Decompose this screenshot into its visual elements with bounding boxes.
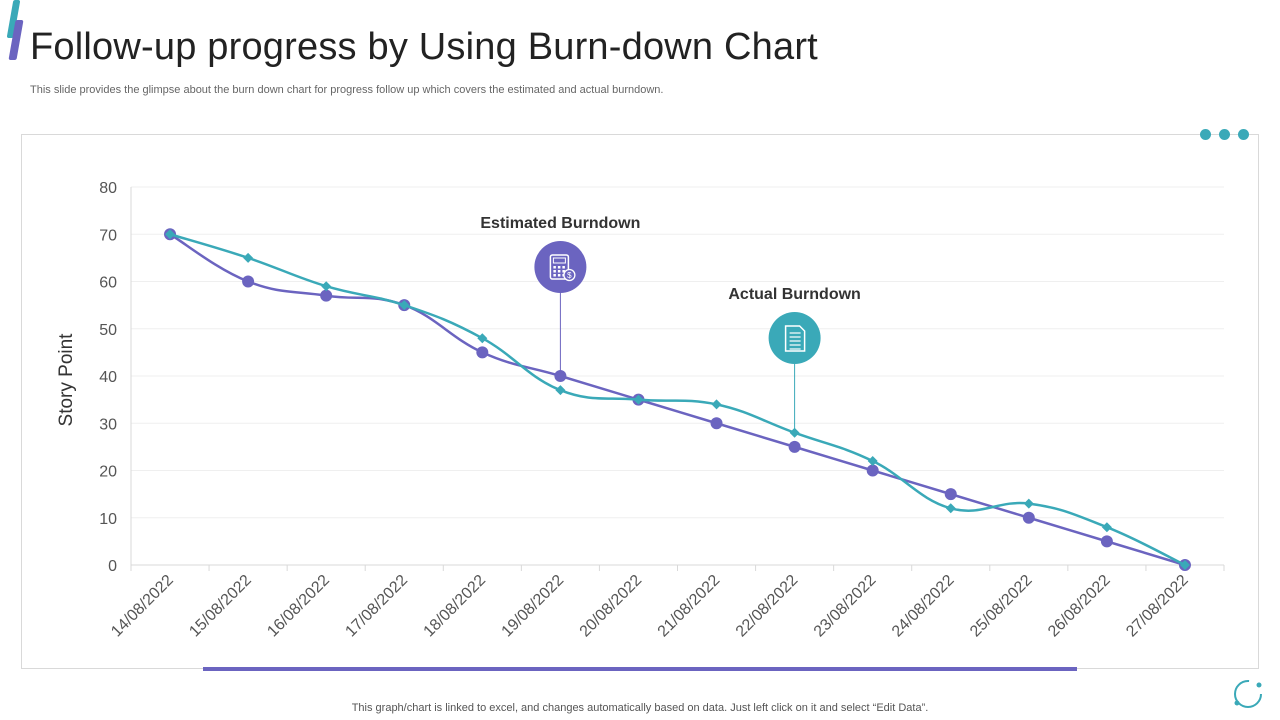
x-tick-label: 25/08/2022 [967, 572, 1036, 641]
dot [1219, 129, 1230, 140]
x-tick-label: 14/08/2022 [108, 572, 177, 641]
x-tick-label: 27/08/2022 [1123, 572, 1192, 641]
calculator-key [557, 266, 561, 269]
actual-point [1023, 498, 1034, 509]
document-icon [768, 312, 821, 364]
x-tick-label: 24/08/2022 [889, 572, 958, 641]
x-tick-label: 21/08/2022 [655, 572, 724, 641]
x-tick-label: 18/08/2022 [421, 572, 490, 641]
estimated-point [866, 464, 879, 477]
footer-note: This graph/chart is linked to excel, and… [351, 702, 929, 714]
estimated-point [554, 370, 567, 382]
y-tick-label: 30 [99, 416, 117, 433]
x-tick-label: 17/08/2022 [342, 572, 411, 641]
calculator-body [549, 254, 570, 280]
calculator-key [557, 274, 561, 277]
x-tick-label: 23/08/2022 [811, 572, 880, 641]
y-tick-label: 70 [99, 227, 117, 244]
dollar-glyph: $ [567, 271, 572, 280]
annotation-label: Estimated Burndown [480, 215, 640, 232]
actual-point [789, 427, 800, 438]
axis-layer: 0 10 20 30 40 50 60 70 80 14/08/2022 15/08/2022 16/… [56, 180, 1225, 641]
page-title: Follow-up progress by Using Burn-down Ch… [30, 26, 818, 68]
coin-circle [563, 268, 576, 282]
y-tick-label: 0 [108, 558, 117, 575]
y-axis-title: Story Point [56, 333, 77, 427]
actual-point [633, 394, 644, 405]
estimated-point [1100, 535, 1113, 548]
calculator-key [553, 270, 556, 273]
actual-point [1179, 560, 1190, 570]
estimated-point [944, 488, 957, 501]
grid-layer [131, 186, 1224, 519]
actual-point [555, 385, 566, 396]
actual-point [1101, 522, 1112, 533]
actual-point [711, 399, 722, 410]
icon-layer: $ [534, 241, 821, 364]
calculator-key [557, 270, 561, 273]
actual-point [945, 503, 956, 514]
annotation-icon-circle [768, 312, 821, 364]
actual-point [321, 281, 332, 292]
y-tick-label: 40 [99, 369, 117, 386]
estimated-point [710, 417, 723, 430]
y-tick-label: 80 [99, 180, 117, 197]
y-tick-label: 10 [99, 511, 117, 528]
x-tick-label: 20/08/2022 [577, 572, 646, 641]
x-tick-label: 16/08/2022 [264, 572, 333, 641]
bottom-accent-line [203, 667, 1077, 671]
calculator-key [553, 274, 556, 277]
y-tick-label: 60 [99, 275, 117, 292]
x-tick-label: 15/08/2022 [186, 572, 255, 641]
series-layer [164, 228, 1191, 571]
more-dots-icon [1200, 129, 1250, 141]
x-tick-label: 26/08/2022 [1045, 572, 1114, 641]
estimated-point [320, 289, 333, 302]
estimated-point [242, 275, 255, 288]
series-line-estimated [169, 233, 1186, 567]
dot [1200, 129, 1211, 140]
annotation-layer: Estimated Burndown Actual Burndown [480, 215, 861, 429]
series-line-actual [169, 233, 1186, 567]
refresh-cycle-icon [1234, 680, 1262, 708]
y-tick-label: 50 [99, 322, 117, 339]
calculator-key [562, 270, 565, 273]
actual-point [399, 300, 410, 311]
calculator-key [553, 266, 556, 269]
document-sheet [784, 325, 806, 352]
x-tick-label: 22/08/2022 [733, 572, 802, 641]
calculator-screen [552, 257, 566, 264]
estimated-point [788, 440, 801, 453]
calculator-key [562, 266, 565, 269]
estimated-point [476, 346, 489, 359]
annotation-label: Actual Burndown [728, 286, 860, 303]
y-tick-label: 20 [99, 464, 117, 481]
estimated-point [1022, 511, 1035, 524]
actual-point [243, 252, 254, 263]
page-subtitle: This slide provides the glimpse about th… [30, 84, 664, 96]
actual-point [165, 229, 176, 240]
dot [1238, 129, 1249, 140]
actual-point [867, 456, 878, 467]
x-tick-label: 19/08/2022 [499, 572, 568, 641]
calculator-icon: $ [534, 241, 587, 293]
actual-point [477, 333, 488, 344]
